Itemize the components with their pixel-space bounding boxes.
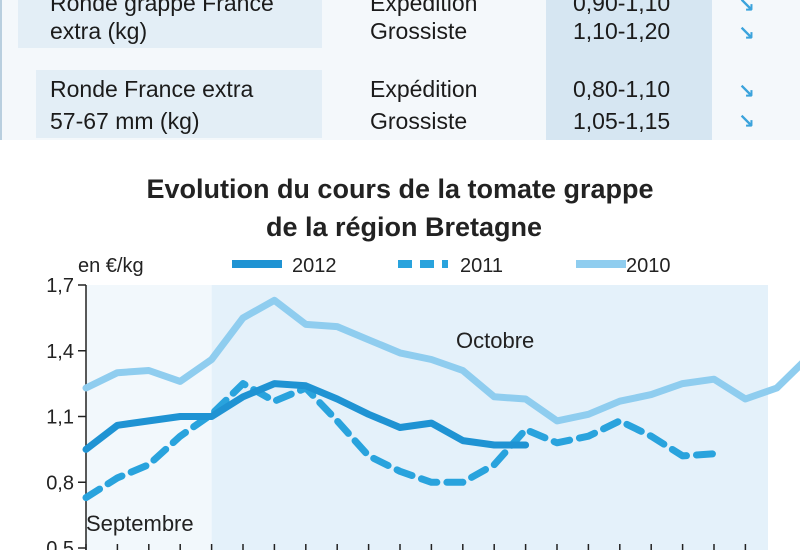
market-label: Grossiste (370, 18, 468, 44)
chart: Evolution du cours de la tomate grappe d… (0, 150, 800, 550)
y-tick-label: 1,4 (46, 341, 74, 363)
product-name-line2: 57-67 mm (kg) (50, 108, 200, 134)
legend-label-2011: 2011 (460, 255, 503, 277)
table-row-background (18, 0, 322, 48)
chart-title-line1: Evolution du cours de la tomate grappe (146, 174, 653, 204)
product-name-line1: Ronde grappe France (50, 0, 274, 16)
market-label: Expédition (370, 76, 478, 102)
y-tick-label: 1,1 (46, 407, 74, 429)
table-row-background (36, 70, 322, 138)
legend-label-2010: 2010 (626, 255, 671, 277)
product-name-line1: Ronde France extra (50, 76, 254, 102)
down-right-arrow-icon: ↘ (738, 81, 755, 103)
price-range: 1,05-1,15 (573, 108, 671, 134)
price-range: 0,90-1,10 (573, 0, 671, 16)
chart-title-line2: de la région Bretagne (266, 212, 542, 242)
series-line-2010 (82, 296, 800, 425)
chart-svg: Evolution du cours de la tomate grappe d… (46, 174, 800, 550)
price-column-band (546, 0, 712, 140)
legend-label-2012: 2012 (292, 255, 337, 277)
product-name-line2: extra (kg) (50, 18, 148, 44)
down-right-arrow-icon: ↘ (738, 23, 755, 45)
down-right-arrow-icon: ↘ (738, 0, 755, 17)
down-right-arrow-icon: ↘ (738, 111, 755, 133)
series-line-2012 (82, 380, 530, 453)
y-tick-label: 0,8 (46, 472, 74, 494)
period-label-october: Octobre (456, 328, 534, 353)
y-tick-label: 1,7 (46, 275, 74, 297)
y-tick-label: 0,5 (46, 538, 74, 550)
market-label: Expédition (370, 0, 478, 16)
market-label: Grossiste (370, 108, 468, 134)
price-range: 1,10-1,20 (573, 18, 671, 44)
period-label-september: Septembre (86, 511, 194, 536)
y-axis-unit-label: en €/kg (78, 255, 144, 277)
price-table: Ronde grappe France extra (kg) Expéditio… (0, 0, 800, 140)
price-range: 0,80-1,10 (573, 76, 671, 102)
october-period-background (211, 285, 769, 550)
series-line-2011 (82, 380, 718, 502)
